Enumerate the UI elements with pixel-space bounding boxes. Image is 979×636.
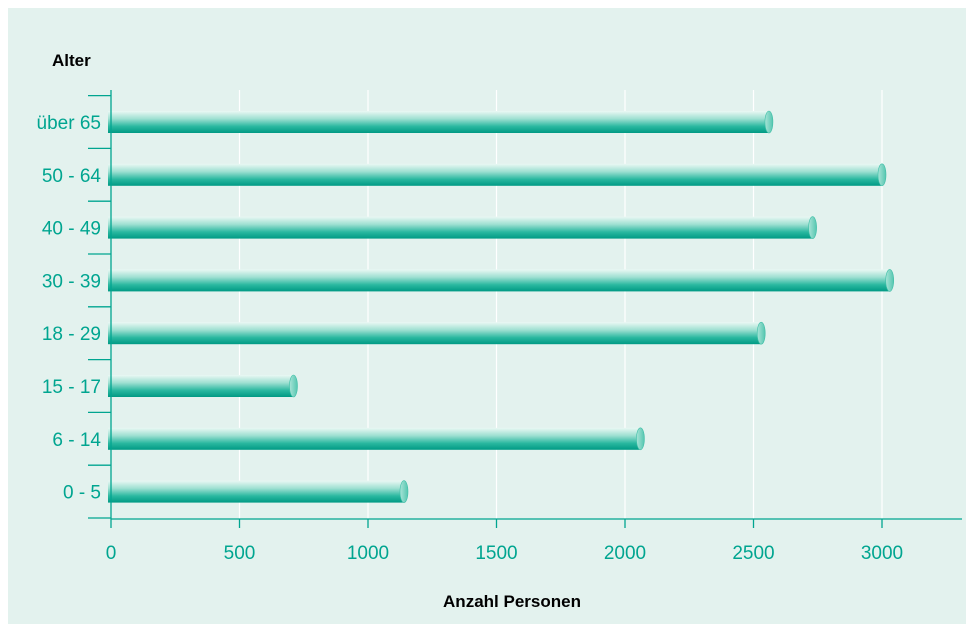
bar: [108, 427, 645, 451]
bar-body: [108, 216, 813, 239]
x-tick-label: 3000: [861, 543, 903, 564]
bar-body: [108, 427, 641, 450]
bar-end-cap: [877, 163, 887, 187]
bar-end-cap: [636, 427, 645, 451]
tick-labels: 0 - 5 6 - 14 15 - 17 18 - 29 30 - 39 40 - 49 5…: [37, 113, 904, 564]
chart-panel: [8, 8, 966, 624]
bar-end-cap: [808, 216, 817, 239]
bar: [108, 110, 774, 134]
x-tick-label: 2000: [604, 543, 646, 564]
bar-body: [108, 322, 762, 345]
bar: [108, 216, 817, 239]
gridlines: [238, 90, 883, 519]
x-tick-label: 0: [106, 543, 117, 564]
bar-end-cap: [885, 269, 895, 292]
bar: [108, 374, 298, 398]
x-tick-label: 1000: [347, 543, 389, 564]
y-tick-label: 15 - 17: [42, 377, 101, 398]
bar-body: [108, 111, 769, 133]
bar: [108, 321, 766, 345]
x-tick-label: 500: [224, 543, 256, 564]
x-tick-label: 2500: [732, 543, 774, 564]
y-tick-label: 30 - 39: [42, 271, 101, 292]
bar: [108, 163, 887, 187]
bar-body: [108, 269, 890, 292]
y-tick-label: 6 - 14: [52, 430, 101, 451]
bar-body: [108, 375, 294, 397]
y-tick-label: 18 - 29: [42, 324, 101, 345]
bar: [108, 480, 409, 503]
y-tick-label: 0 - 5: [63, 483, 101, 504]
y-tick-label: über 65: [37, 113, 101, 134]
bar-end-cap: [756, 321, 766, 345]
axes: [88, 90, 962, 528]
y-axis-title: Alter: [52, 51, 91, 70]
bar-body: [108, 163, 882, 186]
bar-body: [108, 480, 404, 503]
bars: [108, 110, 895, 503]
x-axis-title: Anzahl Personen: [443, 592, 581, 611]
y-tick-label: 50 - 64: [42, 166, 102, 187]
bar-end-cap: [289, 374, 298, 398]
bar: [108, 269, 895, 292]
x-tick-label: 1500: [475, 543, 517, 564]
y-tick-label: 40 - 49: [42, 219, 101, 240]
bar-end-cap: [764, 110, 774, 134]
bar-end-cap: [399, 480, 409, 503]
